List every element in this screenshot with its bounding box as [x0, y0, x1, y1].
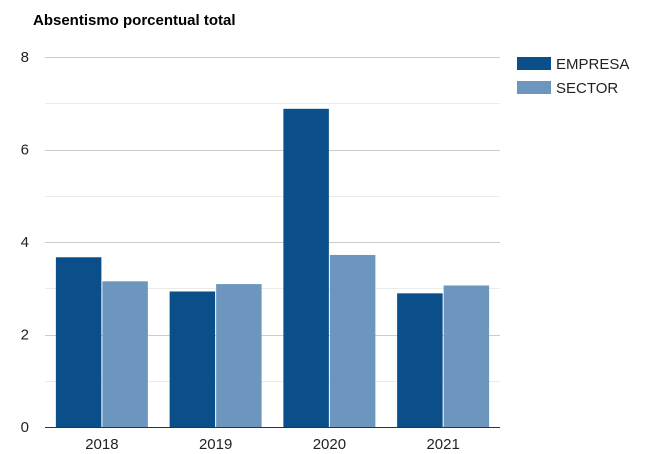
- x-axis-ticks: 2018 2019 2020 2021: [85, 436, 460, 453]
- x-tick-label: 2021: [426, 436, 459, 453]
- bars: [45, 108, 500, 428]
- legend-label-sector: SECTOR: [556, 80, 618, 97]
- legend-swatch-sector: [517, 81, 551, 94]
- x-tick-label: 2019: [199, 436, 232, 453]
- y-tick-label: 2: [21, 327, 29, 344]
- y-tick-label: 0: [21, 419, 29, 436]
- legend-swatch-empresa: [517, 57, 551, 70]
- bar-sector-2019: [216, 284, 262, 427]
- chart-title: Absentismo porcentual total: [33, 12, 236, 29]
- bar-empresa-2018: [55, 257, 102, 427]
- x-tick-label: 2018: [85, 436, 118, 453]
- bar-empresa-2021: [397, 293, 443, 427]
- legend-label-empresa: EMPRESA: [556, 56, 629, 73]
- y-tick-label: 4: [21, 234, 29, 251]
- legend: EMPRESA SECTOR: [517, 56, 629, 97]
- bar-sector-2020: [329, 254, 376, 427]
- y-tick-label: 6: [21, 142, 29, 159]
- bar-empresa-2020: [283, 108, 329, 428]
- bar-sector-2018: [102, 281, 148, 427]
- y-tick-label: 8: [21, 49, 29, 66]
- x-tick-label: 2020: [313, 436, 346, 453]
- y-axis-ticks: 0 2 4 6 8: [21, 49, 29, 436]
- bar-sector-2021: [443, 285, 490, 427]
- bar-empresa-2019: [169, 291, 216, 427]
